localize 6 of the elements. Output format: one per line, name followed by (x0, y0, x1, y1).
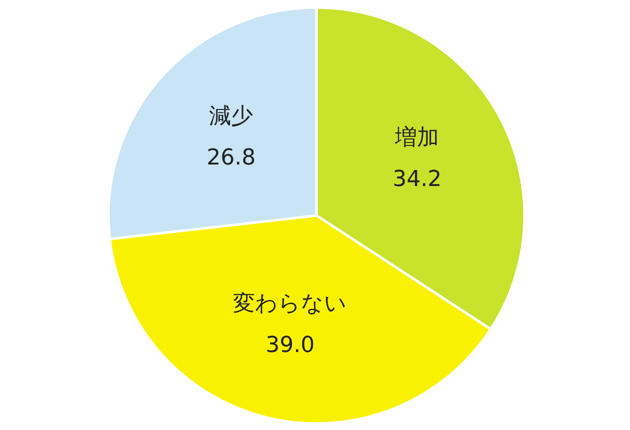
data-label: 34.2 (392, 167, 442, 192)
slice-label: 変わらない (233, 291, 348, 316)
slice-label: 減少 (209, 104, 254, 129)
data-label: 26.8 (206, 145, 256, 170)
data-label: 39.0 (266, 332, 315, 358)
slice-label: 増加 (394, 126, 440, 151)
